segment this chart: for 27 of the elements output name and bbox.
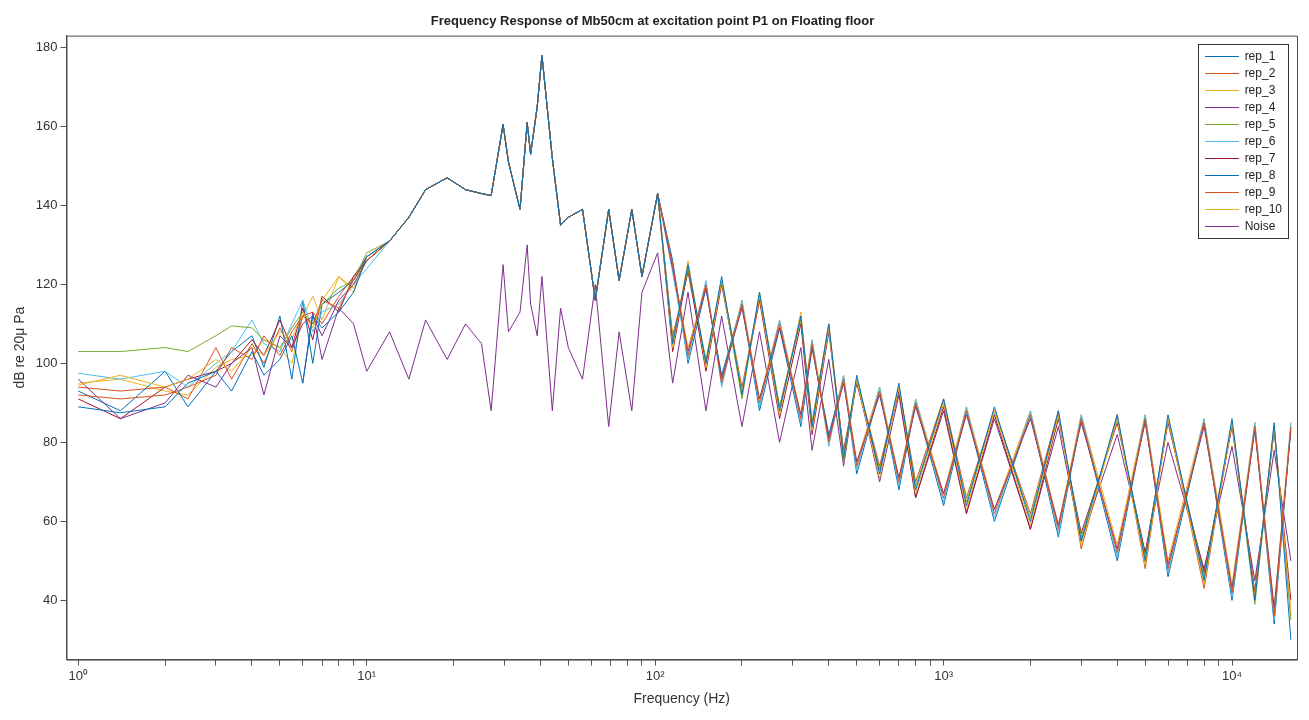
chart-title: Frequency Response of Mb50cm at excitation point P1 on Floating floor <box>430 13 875 29</box>
x-tick-label: 10⁴ <box>1221 667 1243 683</box>
legend-label: rep_4 <box>1244 100 1276 115</box>
y-tick-label: 180 <box>35 39 58 55</box>
y-tick-label: 80 <box>43 433 58 449</box>
y-tick-label: 160 <box>35 118 58 134</box>
y-tick-label: 120 <box>35 275 58 291</box>
y-tick-label: 140 <box>35 197 58 212</box>
legend-label: rep_2 <box>1244 66 1276 81</box>
x-tick-label: 10¹ <box>357 667 377 683</box>
y-tick-label: 40 <box>43 591 58 607</box>
y-axis-title: dB re 20μ Pa <box>11 306 28 389</box>
y-tick-label: 60 <box>43 512 58 528</box>
x-tick-label: 10³ <box>934 667 954 683</box>
legend-label: rep_1 <box>1244 49 1276 64</box>
legend-label: rep_10 <box>1244 202 1282 217</box>
legend-label: rep_8 <box>1244 168 1276 183</box>
legend-label: rep_5 <box>1244 117 1276 132</box>
legend-label: rep_3 <box>1244 83 1276 98</box>
x-tick-label: 10⁰ <box>68 667 89 683</box>
x-tick-label: 10² <box>645 667 666 683</box>
y-tick-label: 100 <box>35 354 58 370</box>
legend-label: rep_6 <box>1244 134 1276 149</box>
legend-label: rep_9 <box>1244 185 1276 200</box>
legend-label: rep_7 <box>1244 151 1276 166</box>
legend-label: Noise <box>1244 219 1276 234</box>
x-axis-title: Frequency (Hz) <box>633 690 730 707</box>
